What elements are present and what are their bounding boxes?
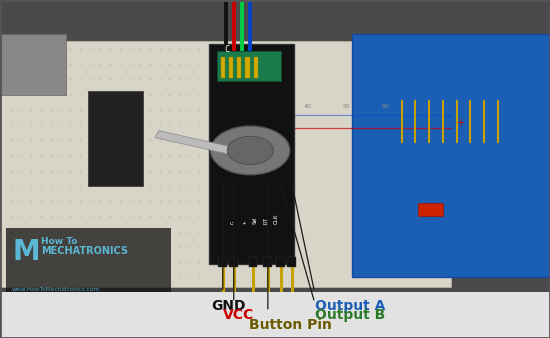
Text: 50: 50 xyxy=(343,104,350,109)
Text: www.HowToMechatronics.com: www.HowToMechatronics.com xyxy=(12,287,100,292)
Text: G: G xyxy=(230,221,236,224)
Bar xyxy=(276,257,285,267)
Bar xyxy=(6,228,170,292)
Text: VCC: VCC xyxy=(223,308,255,322)
Bar xyxy=(229,257,238,267)
Bar xyxy=(0,0,550,297)
Text: Output A: Output A xyxy=(315,299,385,313)
Text: GND: GND xyxy=(212,299,246,313)
Text: +: + xyxy=(242,221,248,224)
Bar xyxy=(245,57,250,78)
Text: MECHATRONICS: MECHATRONICS xyxy=(41,246,128,256)
Bar xyxy=(221,57,225,78)
Bar xyxy=(352,34,550,277)
Bar xyxy=(217,51,280,81)
Text: M: M xyxy=(12,238,40,266)
Text: CLK: CLK xyxy=(273,214,279,224)
Bar xyxy=(287,257,296,267)
Bar xyxy=(209,44,294,264)
Circle shape xyxy=(211,126,290,175)
Text: 40: 40 xyxy=(304,104,312,109)
Bar xyxy=(418,203,443,216)
Text: +: + xyxy=(456,118,465,128)
Bar xyxy=(237,57,241,78)
Text: DT: DT xyxy=(263,217,268,224)
Text: How To: How To xyxy=(41,237,78,246)
Bar xyxy=(254,57,258,78)
Bar xyxy=(0,41,451,287)
Text: C: C xyxy=(224,45,230,54)
Bar xyxy=(88,91,143,186)
Bar xyxy=(0,34,66,95)
Bar xyxy=(263,257,272,267)
Bar xyxy=(249,257,257,267)
Polygon shape xyxy=(155,131,247,157)
Bar xyxy=(218,257,227,267)
Text: 60: 60 xyxy=(381,104,389,109)
Bar xyxy=(229,57,233,78)
Text: Button Pin: Button Pin xyxy=(249,318,332,332)
Circle shape xyxy=(227,136,273,165)
Bar xyxy=(0,292,550,338)
Text: SW: SW xyxy=(252,217,258,224)
Text: Output B: Output B xyxy=(315,308,385,322)
